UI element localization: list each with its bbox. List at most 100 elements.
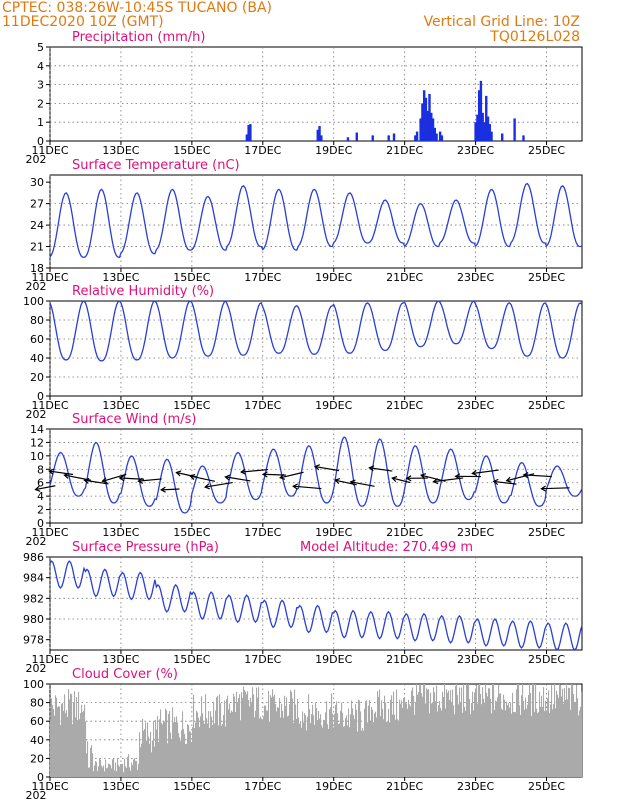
wind-vector-head — [419, 473, 427, 480]
cloud-bar — [430, 692, 432, 777]
cloud-bar — [201, 696, 203, 777]
precip-bar — [387, 135, 390, 141]
x-tick-label: 15DEC — [173, 144, 210, 157]
cloud-bar — [500, 693, 502, 777]
cloud-bar — [303, 722, 305, 777]
precip-bar — [245, 134, 249, 141]
cloud-bar — [268, 690, 270, 777]
precip-bar — [435, 133, 438, 141]
cloud-bar — [359, 700, 361, 777]
x-tick-label: 23DEC — [457, 271, 494, 284]
cloud-bar — [442, 691, 444, 777]
cloud-bar — [336, 701, 338, 777]
cloud-bar — [377, 691, 379, 777]
precip-bar — [316, 129, 319, 141]
cloud-bar — [426, 688, 428, 777]
x-tick-sublabel: 202 — [26, 280, 47, 293]
cloud-bar — [570, 709, 572, 777]
cloud-bar — [150, 731, 152, 777]
cloud-bar — [436, 685, 438, 777]
cloud-bar — [450, 690, 452, 777]
cloud-bar — [394, 714, 396, 777]
cloud-bar — [353, 715, 355, 777]
cloud-bar — [406, 703, 408, 777]
cloud-bar — [453, 705, 455, 777]
cloud-bar — [142, 718, 144, 777]
cloud-bar — [483, 698, 485, 777]
cloud-bar — [224, 700, 226, 777]
cloud-bar — [276, 711, 278, 777]
cloud-bar — [416, 684, 418, 777]
cloud-bar — [87, 741, 89, 777]
cloud-bar — [527, 704, 529, 777]
cloud-bar — [427, 689, 429, 777]
cloud-bar — [479, 684, 481, 777]
cloud-bar — [382, 708, 384, 777]
cloud-bar — [56, 697, 58, 777]
cloud-bar — [66, 710, 68, 777]
cloud-bar — [165, 708, 167, 777]
cloud-bar — [411, 690, 413, 777]
cloud-bar — [533, 684, 535, 777]
x-tick-label: 25DEC — [528, 271, 565, 284]
cloud-bar — [213, 701, 215, 777]
cloud-bar — [177, 722, 179, 777]
cloud-bar — [139, 732, 141, 777]
cloud-bar — [326, 701, 328, 777]
cloud-bar — [534, 711, 536, 777]
x-tick-label: 17DEC — [244, 399, 281, 412]
cloud-bar — [419, 685, 421, 777]
cloud-bar — [344, 726, 346, 777]
cloud-bar — [421, 693, 423, 777]
cloud-bar — [164, 721, 166, 777]
cloud-bar — [264, 705, 266, 777]
cloud-bar — [340, 710, 342, 777]
cloud-bar — [168, 713, 170, 777]
cloud-bar — [488, 688, 490, 777]
cloud-bar — [358, 699, 360, 777]
cloud-bar — [368, 705, 370, 777]
cloud-bar — [176, 716, 178, 777]
cloud-bar — [407, 708, 409, 777]
cloud-bar — [449, 700, 451, 777]
cloud-bar — [396, 689, 398, 777]
cloud-bar — [544, 711, 546, 777]
cloud-bar — [59, 706, 61, 777]
cloud-bar — [480, 693, 482, 777]
cloud-bar — [385, 702, 387, 777]
cloud-bar — [116, 771, 118, 777]
cloud-bar — [135, 760, 137, 777]
cloud-bar — [459, 687, 461, 777]
y-tick-label: 984 — [23, 572, 44, 585]
cloud-bar — [146, 740, 148, 777]
cloud-bar — [167, 743, 169, 777]
x-tick-label: 13DEC — [102, 780, 139, 793]
wind-vector-head — [34, 485, 41, 492]
cloud-bar — [360, 711, 362, 777]
x-tick-sublabel: 202 — [26, 408, 47, 421]
panel-title: Cloud Cover (%) — [72, 667, 178, 682]
wind-vector — [523, 474, 552, 478]
wind-vector-head — [224, 474, 231, 481]
cloud-bar — [388, 708, 390, 777]
wind-vector — [205, 481, 233, 488]
cloud-bar — [256, 687, 258, 777]
cloud-bar — [52, 704, 54, 777]
cloud-bar — [448, 690, 450, 777]
cloud-bar — [147, 722, 149, 777]
cloud-bar — [120, 764, 122, 777]
cloud-bar — [351, 700, 353, 777]
cloud-bar — [172, 707, 174, 777]
panel-frame — [49, 300, 583, 397]
cloud-bar — [86, 753, 88, 777]
cloud-bar — [193, 694, 195, 777]
cloud-bar — [398, 720, 400, 777]
cloud-bar — [105, 759, 107, 777]
cloud-bar — [458, 704, 460, 777]
cloud-bar — [78, 691, 80, 777]
wind-vector — [161, 488, 180, 491]
cloud-bar — [63, 710, 65, 777]
cloud-bar — [545, 700, 547, 777]
cloud-bar — [247, 691, 249, 777]
cloud-bar — [132, 765, 134, 777]
